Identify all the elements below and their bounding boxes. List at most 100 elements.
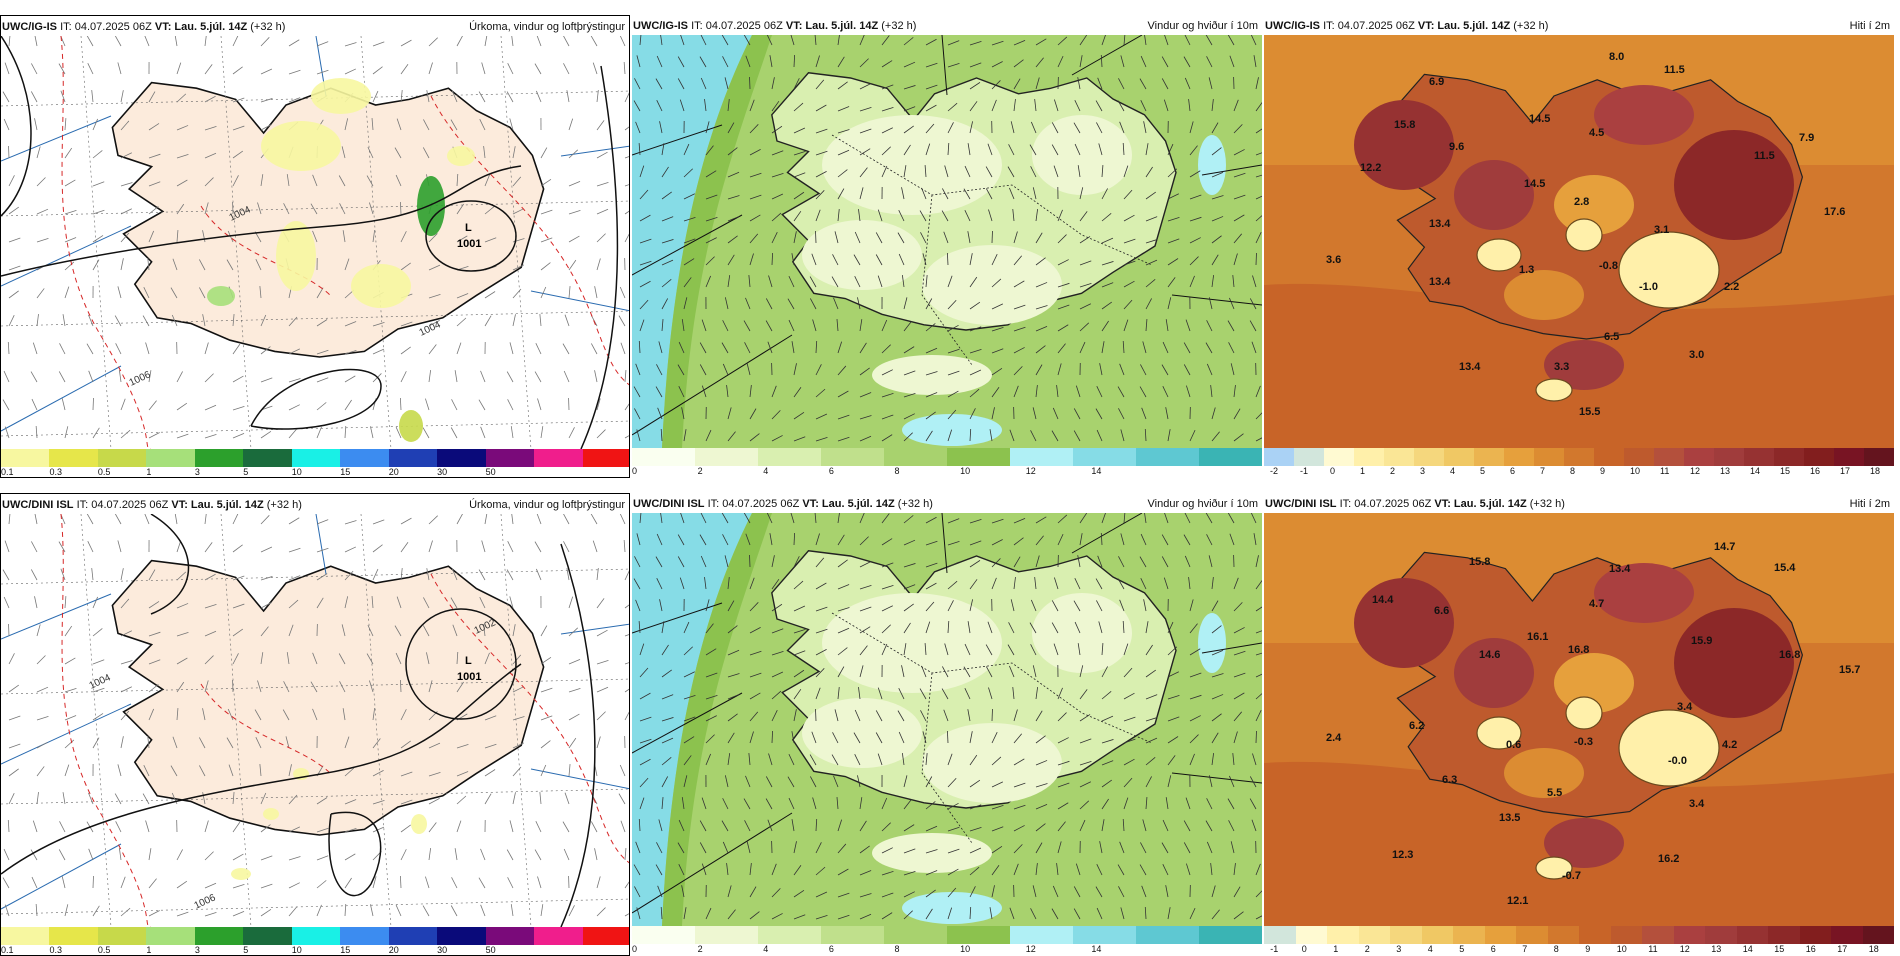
precip-area [311,78,371,114]
warm-area [1354,100,1454,190]
precip-area [351,264,411,308]
colorbar-tick-label: 15 [340,467,350,477]
colorbar-tick-label: 12 [1690,466,1700,476]
colorbar-tick-label: 30 [437,467,447,477]
colorbar-swatch [1863,926,1895,944]
colorbar-swatch [1294,448,1324,466]
colorbar [1,927,630,945]
colorbar-swatch [1579,926,1611,944]
colorbar-swatch [1264,926,1296,944]
warm-area [1354,578,1454,668]
colorbar-tick-label: 4 [1450,466,1455,476]
colorbar [632,448,1262,466]
temperature-value: 1.3 [1519,264,1534,276]
colorbar-swatch [389,927,437,945]
colorbar-swatch [292,927,340,945]
colorbar-swatch [1737,926,1769,944]
wind-barb [815,231,816,243]
calm-area [802,220,922,290]
temperature-value: 13.4 [1609,563,1631,575]
colorbar-tick-label: 14 [1743,944,1753,954]
colorbar-swatch [1705,926,1737,944]
colorbar-swatch [884,448,947,466]
colorbar-tick-label: 1 [1333,944,1338,954]
temperature-value: 2.8 [1574,196,1589,208]
panel-wind-dini: UWC/DINI ISL IT: 04.07.2025 06Z VT: Lau.… [632,493,1262,956]
wind-barb [815,709,816,721]
temperature-value: 8.0 [1609,51,1624,63]
colorbar [1,449,630,467]
variable-label: Hiti í 2m [1850,495,1890,513]
colorbar-swatch [195,927,243,945]
colorbar-tick-label: -1 [1270,944,1278,954]
colorbar-swatch [1444,448,1474,466]
panel-title: UWC/IG-IS IT: 04.07.2025 06Z VT: Lau. 5.… [1265,17,1890,35]
colorbar-tick-label: 10 [1630,466,1640,476]
colorbar-tick-label: 15 [1780,466,1790,476]
panel-title: UWC/IG-IS IT: 04.07.2025 06Z VT: Lau. 5.… [633,17,1258,35]
temperature-value: 15.9 [1691,635,1712,647]
colorbar-swatch [486,927,534,945]
glacier [1566,697,1602,729]
temperature-value: 2.2 [1724,281,1739,293]
temperature-value: 3.3 [1554,361,1569,373]
gust-area [1198,135,1226,195]
temperature-value: 4.2 [1722,739,1737,751]
colorbar-swatch [695,448,758,466]
temperature-value: 16.2 [1658,853,1679,865]
temperature-value: 6.5 [1604,331,1619,343]
colorbar-tick-label: 1 [146,467,151,477]
colorbar-swatch [1611,926,1643,944]
colorbar-swatch [389,449,437,467]
colorbar-swatch [1359,926,1391,944]
temperature-value: 6.9 [1429,76,1444,88]
temperature-value: 3.4 [1689,798,1705,810]
variable-label: Úrkoma, vindur og loftþrýstingur [469,18,625,36]
colorbar-swatch [486,449,534,467]
colorbar-swatch [1548,926,1580,944]
colorbar-tick-label: 9 [1600,466,1605,476]
colorbar-tick-label: 0.3 [49,467,62,477]
precip-area [231,868,251,880]
colorbar-tick-label: 18 [1870,466,1880,476]
colorbar-tick-label: 6 [1491,944,1496,954]
colorbar-swatch [98,927,146,945]
wind-map [632,513,1262,926]
temperature-value: 13.5 [1499,812,1520,824]
glacier [1536,379,1572,401]
colorbar-tick-label: 14 [1091,944,1101,954]
colorbar-tick-label: 14 [1091,466,1101,476]
colorbar-tick-label: 20 [389,467,399,477]
variable-label: Úrkoma, vindur og loftþrýstingur [469,496,625,514]
colorbar-tick-label: 17 [1837,944,1847,954]
colorbar-swatch [340,927,388,945]
colorbar-swatch [1768,926,1800,944]
colorbar-swatch [1073,448,1136,466]
mild-area [1504,270,1584,320]
colorbar-swatch [1564,448,1594,466]
precip-area [263,808,279,820]
colorbar-tick-label: 11 [1648,944,1657,954]
colorbar-tick-label: 0 [632,944,637,954]
colorbar-swatch [1831,926,1863,944]
colorbar-tick-label: 4 [1428,944,1433,954]
precip-area [276,221,316,291]
precip-area [261,121,341,171]
colorbar-tick-label: 30 [437,945,447,955]
colorbar-tick-label: 0.1 [1,945,14,955]
glacier [1619,710,1719,786]
colorbar-swatch [292,449,340,467]
colorbar-swatch [583,449,630,467]
colorbar-tick-label: 7 [1522,944,1527,954]
colorbar-tick-label: 50 [486,467,496,477]
colorbar-swatch [1199,448,1262,466]
temperature-value: -0.8 [1599,260,1618,272]
colorbar-swatch [195,449,243,467]
temperature-value: 4.5 [1589,127,1604,139]
colorbar-swatch [583,927,630,945]
temperature-value: 6.2 [1409,720,1424,732]
glacier [1566,219,1602,251]
